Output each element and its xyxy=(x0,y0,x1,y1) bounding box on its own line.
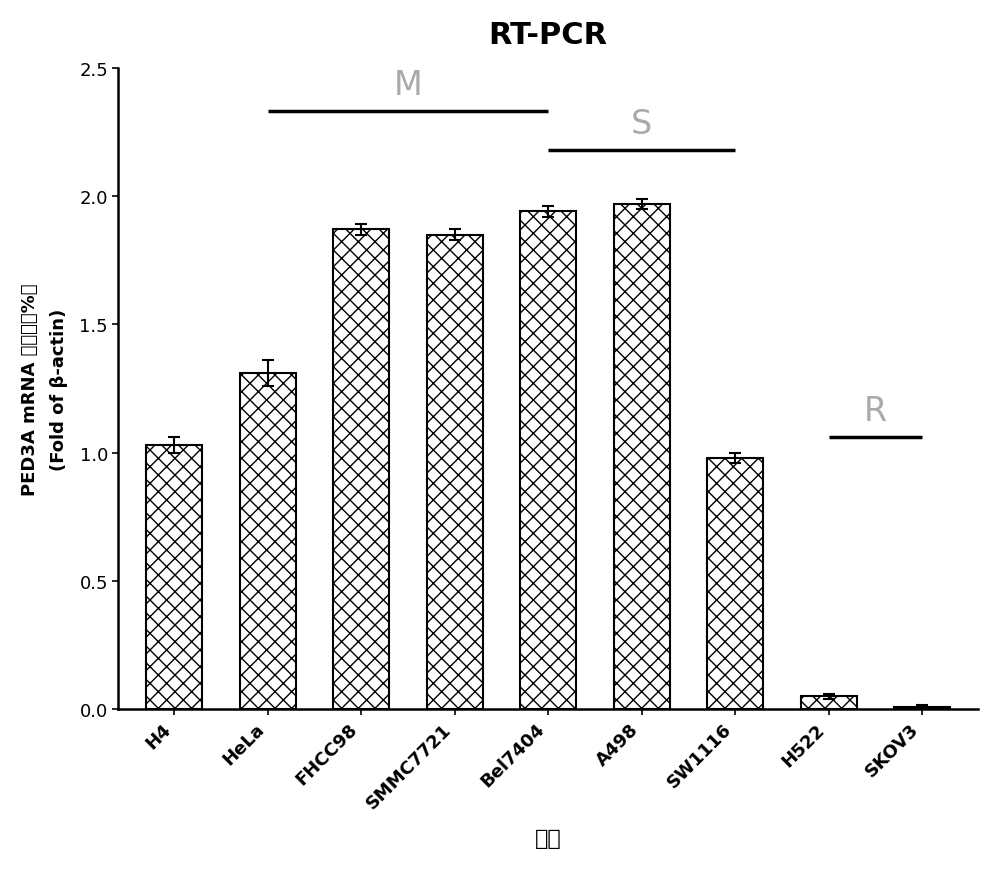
Text: R: R xyxy=(864,395,887,428)
Text: M: M xyxy=(394,70,423,102)
Title: RT-PCR: RT-PCR xyxy=(489,21,607,50)
Bar xyxy=(613,204,669,709)
Text: S: S xyxy=(631,108,652,141)
Bar xyxy=(894,706,950,709)
Bar xyxy=(707,458,763,709)
Bar xyxy=(146,446,203,709)
Bar xyxy=(334,230,390,709)
Bar xyxy=(800,697,857,709)
Bar xyxy=(520,212,576,709)
Bar xyxy=(427,235,483,709)
Bar xyxy=(240,374,296,709)
Y-axis label: PED3A mRNA 表达量（%）
(Fold of β-actin): PED3A mRNA 表达量（%） (Fold of β-actin) xyxy=(21,283,68,495)
X-axis label: 细胞: 细胞 xyxy=(534,828,561,848)
